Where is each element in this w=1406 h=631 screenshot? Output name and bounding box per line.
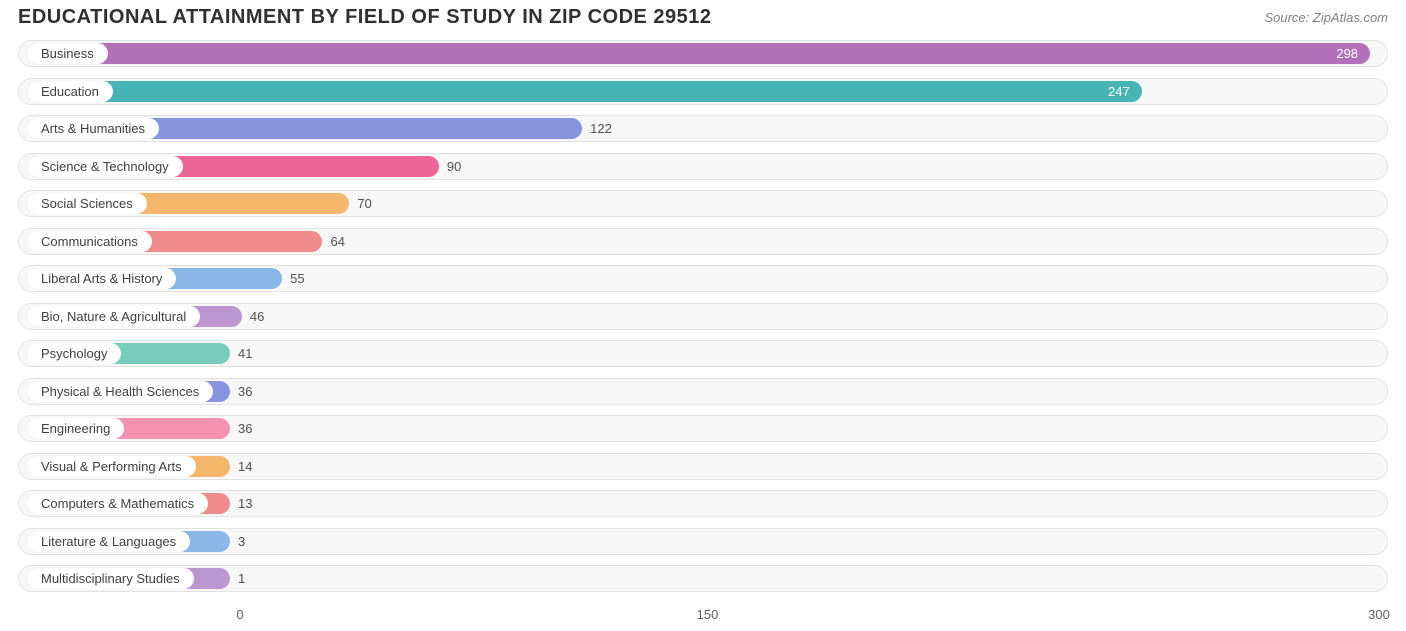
bar-value-label: 3 xyxy=(238,531,245,552)
chart-source: Source: ZipAtlas.com xyxy=(1264,10,1388,25)
bar-value-label: 90 xyxy=(447,156,461,177)
bar-row: Social Sciences 70 xyxy=(18,186,1388,222)
bar-value xyxy=(27,43,1370,64)
bar-label: Arts & Humanities xyxy=(27,118,159,139)
bar-label: Computers & Mathematics xyxy=(27,493,208,514)
bar-value-label: 55 xyxy=(290,268,304,289)
bar-label: Engineering xyxy=(27,418,124,439)
x-axis-tick: 150 xyxy=(697,607,719,622)
bar-label: Communications xyxy=(27,231,152,252)
x-axis-tick: 300 xyxy=(1368,607,1390,622)
bar-label: Bio, Nature & Agricultural xyxy=(27,306,200,327)
bar-row: Psychology 41 xyxy=(18,336,1388,372)
bar-label: Science & Technology xyxy=(27,156,183,177)
bar-value-label: 122 xyxy=(590,118,612,139)
bar-label: Education xyxy=(27,81,113,102)
bar-row: Science & Technology 90 xyxy=(18,149,1388,185)
bar-label: Psychology xyxy=(27,343,121,364)
bar-label: Visual & Performing Arts xyxy=(27,456,196,477)
bar-label: Social Sciences xyxy=(27,193,147,214)
bar-row: Bio, Nature & Agricultural 46 xyxy=(18,299,1388,335)
bar-row: Communications 64 xyxy=(18,224,1388,260)
bar-label: Multidisciplinary Studies xyxy=(27,568,194,589)
bar-row: Literature & Languages 3 xyxy=(18,524,1388,560)
x-axis-tick: 0 xyxy=(236,607,243,622)
bar-row: Liberal Arts & History 55 xyxy=(18,261,1388,297)
bar-value-label: 41 xyxy=(238,343,252,364)
x-axis: 0 150 300 xyxy=(18,607,1388,625)
bar-row: Education 247 xyxy=(18,74,1388,110)
bar-value-label: 298 xyxy=(1336,43,1358,64)
bar-row: Physical & Health Sciences 36 xyxy=(18,374,1388,410)
bar-value-label: 36 xyxy=(238,418,252,439)
bar-value-label: 46 xyxy=(250,306,264,327)
bar-row: Visual & Performing Arts 14 xyxy=(18,449,1388,485)
bar-row: Engineering 36 xyxy=(18,411,1388,447)
chart-title: EDUCATIONAL ATTAINMENT BY FIELD OF STUDY… xyxy=(18,6,712,29)
bar-value-label: 13 xyxy=(238,493,252,514)
bar-label: Liberal Arts & History xyxy=(27,268,176,289)
bar-row: Arts & Humanities 122 xyxy=(18,111,1388,147)
bar-value xyxy=(27,81,1142,102)
bar-row: Computers & Mathematics 13 xyxy=(18,486,1388,522)
bar-value-label: 36 xyxy=(238,381,252,402)
bar-label: Physical & Health Sciences xyxy=(27,381,213,402)
bar-value-label: 1 xyxy=(238,568,245,589)
bar-value-label: 14 xyxy=(238,456,252,477)
bar-value-label: 64 xyxy=(330,231,344,252)
bar-row: Business 298 xyxy=(18,36,1388,72)
bar-value-label: 70 xyxy=(357,193,371,214)
bar-label: Literature & Languages xyxy=(27,531,190,552)
chart-area: Business 298 Education 247 Arts & Humanities… xyxy=(18,36,1388,605)
bar-value-label: 247 xyxy=(1108,81,1130,102)
bar-label: Business xyxy=(27,43,108,64)
bar-row: Multidisciplinary Studies 1 xyxy=(18,561,1388,597)
